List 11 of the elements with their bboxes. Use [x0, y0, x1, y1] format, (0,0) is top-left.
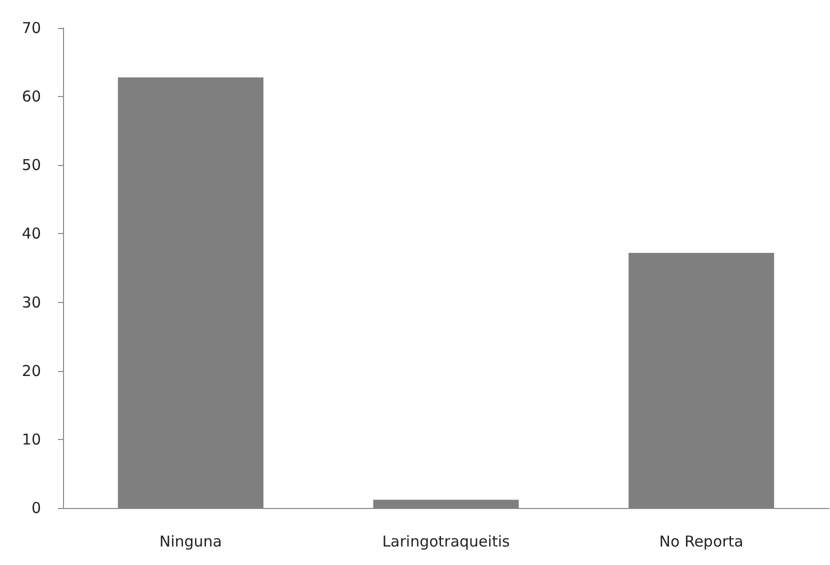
y-tick-label: 10 — [22, 430, 41, 448]
y-tick-label: 20 — [22, 362, 41, 380]
y-tick-label: 40 — [22, 224, 41, 243]
y-tick-label: 70 — [22, 19, 41, 37]
x-tick-label: No Reporta — [659, 532, 744, 550]
x-tick-label: Ninguna — [159, 532, 222, 550]
y-tick-label: 0 — [31, 499, 41, 517]
x-tick-label: Laringotraqueitis — [382, 532, 510, 550]
y-tick-label: 50 — [22, 156, 41, 174]
y-tick-label: 30 — [22, 293, 41, 312]
y-tick-label: 60 — [22, 88, 41, 106]
